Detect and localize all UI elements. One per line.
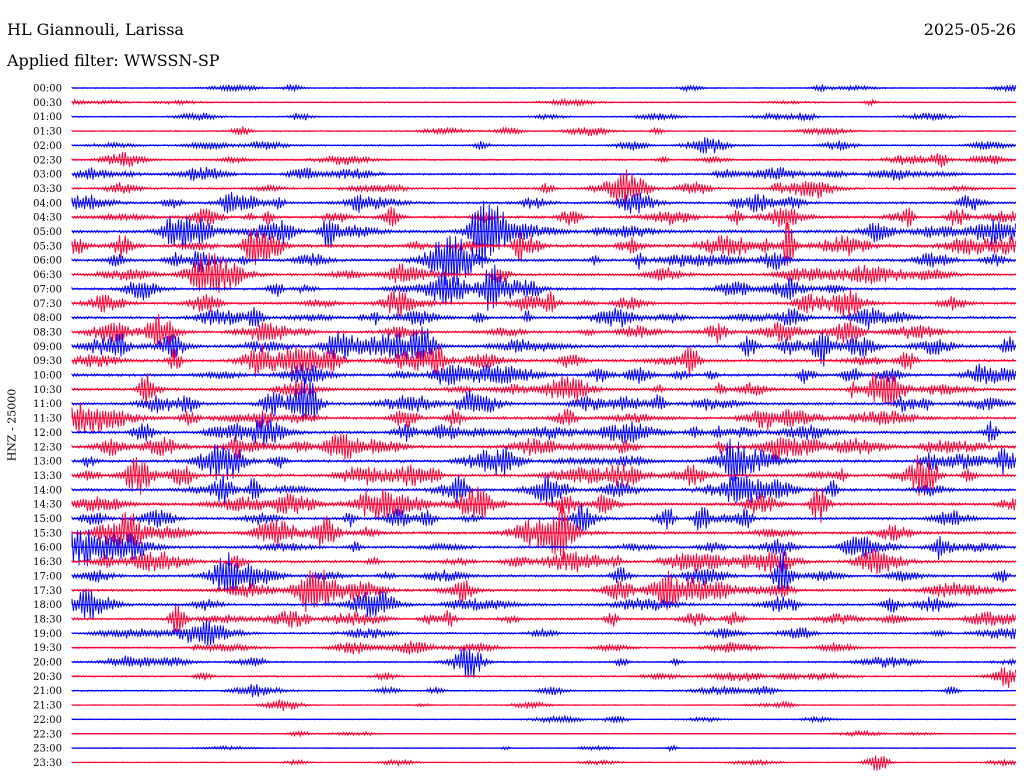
trace-line [71, 667, 1017, 688]
time-tick-label: 00:00 [33, 84, 62, 95]
time-tick-label: 15:00 [33, 514, 62, 525]
trace-line [71, 605, 1017, 635]
time-tick-label: 05:30 [33, 241, 62, 252]
filter-label: Applied filter: WWSSN-SP [7, 51, 220, 70]
time-tick-label: 17:30 [33, 586, 62, 597]
time-tick-label: 08:30 [33, 327, 62, 338]
time-tick-label: 05:00 [33, 227, 62, 238]
trace-line [71, 222, 1017, 267]
time-tick-label: 02:30 [33, 155, 62, 166]
time-tick-label: 16:00 [33, 543, 62, 554]
time-tick-label: 09:00 [33, 342, 62, 353]
time-tick-label: 20:00 [33, 658, 62, 669]
time-tick-label: 18:00 [33, 600, 62, 611]
time-tick-label: 18:30 [33, 614, 62, 625]
time-tick-label: 12:00 [33, 428, 62, 439]
time-tick-label: 11:30 [33, 414, 62, 425]
time-tick-label: 12:30 [33, 442, 62, 453]
time-tick-label: 13:30 [33, 471, 62, 482]
trace-line [71, 252, 1016, 293]
time-tick-label: 04:00 [33, 198, 62, 209]
time-tick-label: 19:00 [33, 629, 62, 640]
trace-line [71, 503, 1016, 561]
trace-line [71, 552, 1016, 595]
time-tick-label: 15:30 [33, 528, 62, 539]
time-tick-label: 21:00 [33, 686, 62, 697]
station-title: HL Giannouli, Larissa [7, 20, 184, 39]
time-tick-label: 02:00 [33, 141, 62, 152]
time-tick-label: 11:00 [33, 399, 62, 410]
time-tick-label: 10:30 [33, 385, 62, 396]
time-tick-label: 01:30 [33, 127, 62, 138]
time-tick-label: 23:30 [33, 758, 62, 769]
time-tick-label: 20:30 [33, 672, 62, 683]
time-tick-label: 00:30 [33, 98, 62, 109]
time-tick-label: 10:00 [33, 371, 62, 382]
trace-line [71, 647, 1017, 679]
time-tick-label: 22:30 [33, 729, 62, 740]
time-tick-label: 01:00 [33, 112, 62, 123]
time-tick-label: 22:00 [33, 715, 62, 726]
time-tick-label: 14:30 [33, 500, 62, 511]
trace-line [71, 206, 1017, 230]
time-tick-label: 06:00 [33, 256, 62, 267]
time-tick-label: 14:00 [33, 485, 62, 496]
time-tick-label: 13:00 [33, 457, 62, 468]
time-tick-label: 19:30 [33, 643, 62, 654]
time-tick-label: 09:30 [33, 356, 62, 367]
time-tick-label: 17:00 [33, 571, 62, 582]
date-label: 2025-05-26 [923, 20, 1016, 39]
time-tick-label: 03:30 [33, 184, 62, 195]
time-tick-label: 16:30 [33, 557, 62, 568]
time-tick-label: 07:00 [33, 284, 62, 295]
time-tick-label: 03:00 [33, 170, 62, 181]
time-tick-label: 21:30 [33, 701, 62, 712]
trace-line [71, 433, 1016, 462]
time-tick-label: 04:30 [33, 213, 62, 224]
time-tick-label: 07:30 [33, 299, 62, 310]
time-tick-label: 06:30 [33, 270, 62, 281]
time-tick-label: 23:00 [33, 744, 62, 755]
trace-line [71, 200, 1017, 269]
trace-line [71, 306, 1016, 330]
time-tick-label: 08:00 [33, 313, 62, 324]
